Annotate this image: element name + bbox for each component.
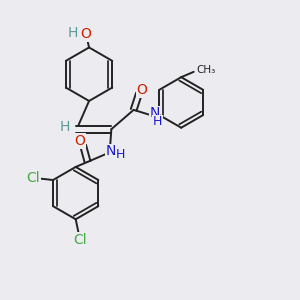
Text: CH₃: CH₃: [196, 65, 215, 75]
Text: Cl: Cl: [73, 233, 87, 247]
Text: H: H: [68, 26, 78, 40]
Text: H: H: [153, 115, 162, 128]
Text: O: O: [136, 83, 147, 97]
Text: N: N: [106, 145, 116, 158]
Text: H: H: [60, 120, 70, 134]
Text: O: O: [80, 27, 91, 41]
Text: H: H: [116, 148, 125, 161]
Text: N: N: [149, 106, 160, 120]
Text: O: O: [74, 134, 85, 148]
Text: Cl: Cl: [26, 171, 40, 185]
